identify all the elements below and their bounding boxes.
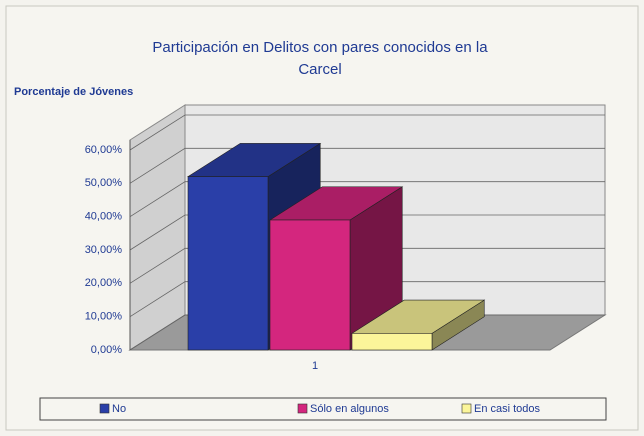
legend-label: Sólo en algunos bbox=[310, 403, 389, 415]
y-tick-label: 50,00% bbox=[85, 177, 123, 189]
grid-line bbox=[129, 214, 605, 251]
chart-title: Participación en Delitos con pares conoc… bbox=[152, 39, 488, 78]
y-tick-label: 20,00% bbox=[85, 277, 123, 289]
y-axis-label: Porcentaje de Jóvenes bbox=[14, 86, 133, 98]
y-tick-label: 30,00% bbox=[85, 244, 123, 256]
y-tick-label: 0,00% bbox=[91, 344, 122, 356]
legend-swatch bbox=[297, 403, 308, 414]
grid-line bbox=[129, 181, 605, 218]
y-tick-label: 10,00% bbox=[85, 311, 123, 323]
grid-line bbox=[129, 147, 605, 184]
side-wall bbox=[129, 104, 186, 351]
grid-line bbox=[129, 281, 605, 318]
y-tick-label: 40,00% bbox=[85, 211, 123, 223]
bar bbox=[269, 219, 351, 351]
y-tick-label: 60,00% bbox=[85, 144, 123, 156]
bar bbox=[351, 333, 433, 351]
legend-swatch bbox=[461, 403, 472, 414]
grid-line bbox=[129, 247, 605, 284]
grid-line bbox=[129, 114, 605, 151]
legend-box bbox=[39, 397, 607, 421]
x-tick-label: 1 bbox=[312, 360, 318, 372]
bar bbox=[187, 176, 269, 351]
legend-label: En casi todos bbox=[474, 403, 541, 415]
legend-label: No bbox=[112, 403, 126, 415]
legend-swatch bbox=[99, 403, 110, 414]
